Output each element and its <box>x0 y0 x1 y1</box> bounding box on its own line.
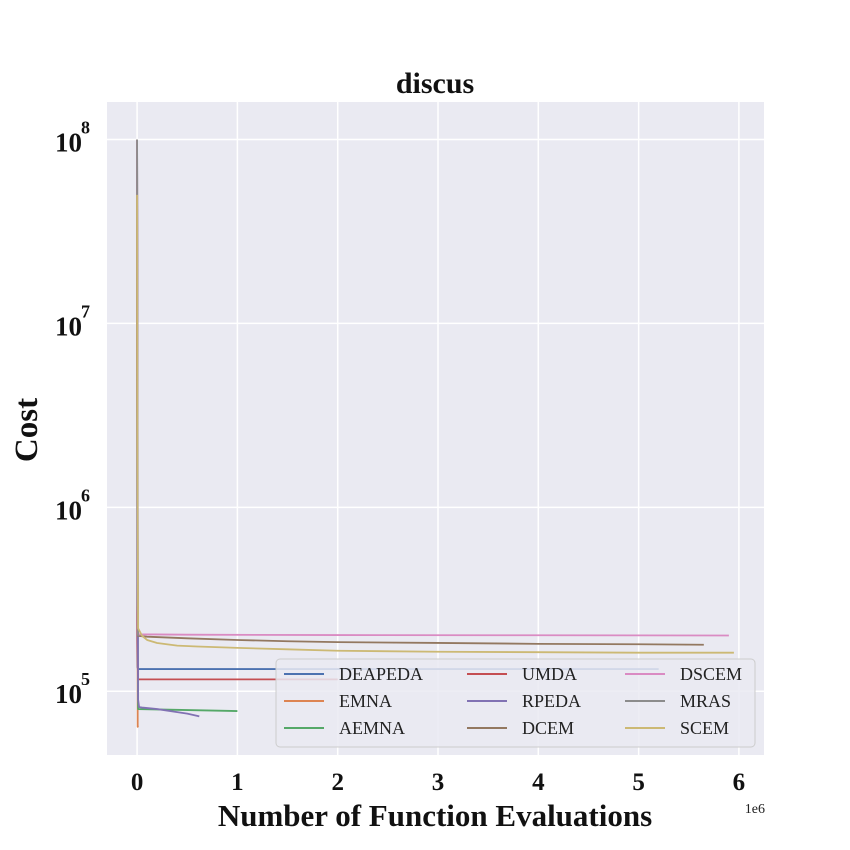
x-axis-offset-label: 1e6 <box>745 802 765 817</box>
y-tick-label: 10 5 <box>55 669 90 709</box>
legend-frame <box>275 658 756 748</box>
y-tick-label: 10 6 <box>55 485 90 525</box>
legend-label: RPEDA <box>522 691 581 711</box>
y-tick-base: 10 <box>55 495 82 525</box>
legend-item-aemna: AEMNA <box>284 718 405 738</box>
legend-label: UMDA <box>522 664 577 684</box>
legend: DEAPEDA EMNA AEMNA UMDA RPEDA DCEM DSCEM MRAS SC… <box>275 658 756 748</box>
legend-item-emna: EMNA <box>284 691 392 711</box>
x-tick-label: 5 <box>632 769 645 796</box>
x-tick-label: 3 <box>432 769 445 796</box>
legend-label: DEAPEDA <box>339 664 423 684</box>
chart-title: discus <box>396 67 474 100</box>
legend-item-mras: MRAS <box>625 691 731 711</box>
y-tick-exponent: 7 <box>81 301 90 321</box>
legend-label: DCEM <box>522 718 574 738</box>
x-tick-labels: 0 1 2 3 4 5 6 <box>131 769 745 796</box>
x-tick-label: 1 <box>231 769 244 796</box>
y-tick-base: 10 <box>55 128 82 158</box>
legend-label: SCEM <box>680 718 729 738</box>
legend-label: DSCEM <box>680 664 742 684</box>
legend-item-dcem: DCEM <box>467 718 574 738</box>
legend-label: EMNA <box>339 691 392 711</box>
y-tick-label: 10 7 <box>55 301 90 341</box>
y-tick-exponent: 8 <box>81 118 90 138</box>
x-tick-label: 0 <box>131 769 144 796</box>
x-tick-label: 2 <box>331 769 344 796</box>
legend-item-umda: UMDA <box>467 664 577 684</box>
legend-item-deapeda: DEAPEDA <box>284 664 423 684</box>
legend-item-dscem: DSCEM <box>625 664 742 684</box>
y-tick-label: 10 8 <box>55 118 90 158</box>
y-tick-exponent: 5 <box>81 669 90 689</box>
x-axis-label: Number of Function Evaluations <box>218 798 652 833</box>
x-tick-label: 6 <box>733 769 746 796</box>
legend-label: MRAS <box>680 691 731 711</box>
plot-area-background <box>107 102 764 755</box>
legend-label: AEMNA <box>339 718 405 738</box>
y-axis-label: Cost <box>9 398 45 462</box>
y-tick-base: 10 <box>55 311 82 341</box>
series-line-rpeda <box>136 139 200 718</box>
x-tick-label: 4 <box>532 769 545 796</box>
legend-item-scem: SCEM <box>625 718 729 738</box>
y-tick-base: 10 <box>55 679 82 709</box>
series-line-scem <box>136 194 734 654</box>
series-lines <box>136 139 734 728</box>
grid <box>107 102 764 755</box>
legend-item-rpeda: RPEDA <box>467 691 581 711</box>
y-tick-exponent: 6 <box>81 485 90 505</box>
